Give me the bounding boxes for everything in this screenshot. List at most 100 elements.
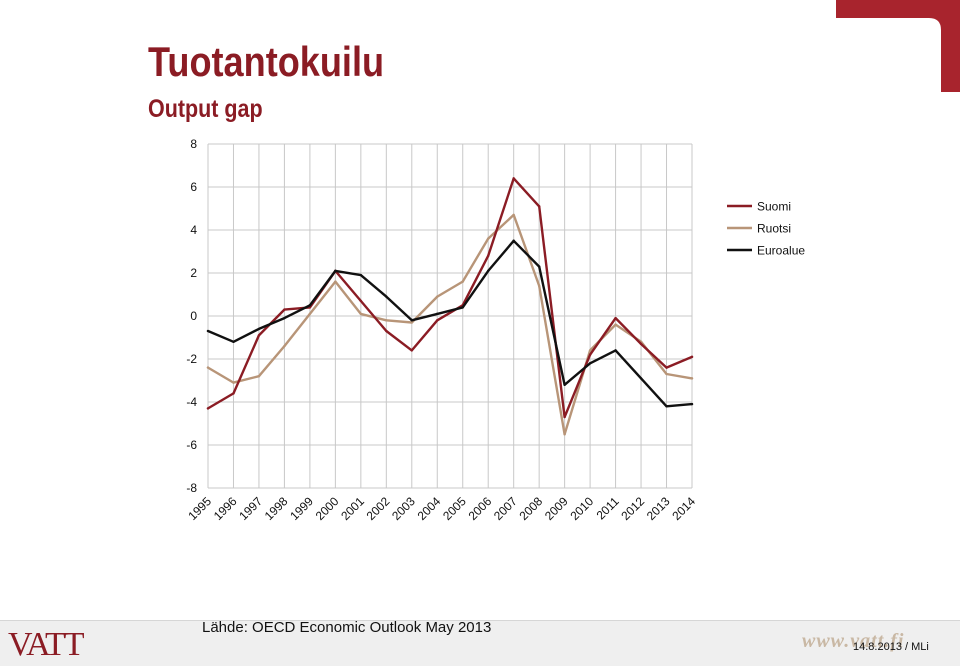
data-point-suomi — [588, 353, 592, 356]
x-tick-label: 2011 — [594, 494, 622, 522]
data-point-euroalue — [563, 383, 566, 386]
x-tick-label: 2001 — [338, 494, 367, 523]
data-point-euroalue — [665, 405, 668, 408]
y-tick-labels: 8 6 4 2 0 -2 -4 -6 -8 — [186, 137, 197, 495]
data-point-suomi — [690, 355, 694, 359]
data-point-suomi — [232, 392, 235, 395]
x-tick-label: 2009 — [542, 494, 571, 523]
y-tick-label: 4 — [190, 223, 197, 237]
data-point-euroalue — [257, 327, 261, 331]
x-tick-label: 2000 — [313, 494, 342, 523]
data-point-ruotsi — [385, 319, 388, 322]
data-point-ruotsi — [588, 349, 592, 352]
data-point-suomi — [614, 316, 617, 320]
y-tick-label: -4 — [186, 395, 197, 409]
data-point-euroalue — [639, 377, 643, 380]
series-line-suomi — [206, 177, 694, 419]
data-point-suomi — [359, 299, 363, 303]
x-tick-label: 2014 — [669, 494, 698, 523]
data-point-ruotsi — [206, 366, 210, 369]
data-point-euroalue — [690, 402, 694, 406]
data-point-euroalue — [436, 312, 439, 316]
series-line-ruotsi — [206, 213, 694, 436]
data-point-suomi — [512, 177, 515, 180]
data-point-suomi — [639, 342, 643, 346]
data-point-suomi — [206, 407, 210, 410]
x-tick-label: 2013 — [644, 494, 673, 523]
series-lines — [206, 177, 694, 436]
data-point-euroalue — [359, 273, 363, 277]
legend-label-suomi: Suomi — [757, 200, 791, 214]
corner-brand-mark — [836, 0, 960, 92]
data-point-euroalue — [461, 306, 464, 309]
data-point-ruotsi — [487, 237, 490, 240]
y-tick-label: -6 — [186, 438, 197, 452]
data-point-suomi — [385, 329, 388, 333]
data-point-ruotsi — [665, 372, 668, 376]
data-point-euroalue — [334, 269, 337, 273]
x-tick-labels: 1995199619971998199920002001200220032004… — [185, 494, 698, 523]
x-tick-label: 2006 — [466, 494, 495, 523]
x-tick-label: 2010 — [567, 494, 596, 523]
grid-layer — [207, 143, 693, 489]
y-tick-label: 6 — [190, 180, 197, 194]
website-logo: www.vatt.fi — [802, 630, 905, 652]
data-point-ruotsi — [537, 284, 541, 288]
y-tick-label: 2 — [190, 266, 197, 280]
data-point-euroalue — [385, 295, 388, 298]
data-point-euroalue — [308, 304, 312, 307]
x-tick-label: 2008 — [516, 494, 545, 523]
data-point-euroalue — [588, 362, 592, 365]
data-point-euroalue — [232, 340, 235, 343]
data-point-euroalue — [283, 316, 286, 320]
data-point-ruotsi — [690, 377, 694, 380]
data-point-ruotsi — [232, 381, 235, 384]
legend-label-euroalue: Euroalue — [757, 244, 805, 258]
series-line-euroalue — [206, 239, 694, 408]
data-point-suomi — [487, 254, 490, 257]
data-point-euroalue — [487, 269, 490, 273]
source-note: Lähde: OECD Economic Outlook May 2013 — [202, 619, 492, 636]
x-tick-label: 2012 — [618, 494, 647, 523]
y-tick-label: 8 — [190, 137, 197, 151]
data-point-ruotsi — [461, 280, 464, 283]
slide-title: Tuotantokuilu — [148, 38, 385, 85]
data-point-ruotsi — [512, 213, 515, 217]
data-point-suomi — [665, 366, 668, 369]
data-point-suomi — [257, 334, 261, 337]
x-tick-label: 1999 — [287, 494, 316, 523]
data-point-ruotsi — [436, 295, 439, 298]
y-tick-label: 0 — [190, 309, 197, 323]
y-tick-label: -8 — [186, 481, 197, 495]
data-point-suomi — [563, 415, 566, 419]
x-tick-label: 2005 — [440, 494, 469, 523]
data-point-suomi — [283, 308, 286, 311]
x-tick-label: 1995 — [185, 494, 214, 523]
vatt-logo: VATT — [8, 626, 84, 663]
date-author: 14.8.2013 / MLi — [853, 641, 929, 653]
data-point-ruotsi — [308, 312, 312, 316]
data-point-ruotsi — [283, 344, 286, 348]
data-point-ruotsi — [257, 375, 261, 378]
x-tick-label: 1996 — [211, 494, 240, 523]
legend-label-ruotsi: Ruotsi — [757, 222, 791, 236]
data-point-ruotsi — [563, 433, 566, 436]
data-point-euroalue — [614, 349, 617, 352]
data-point-ruotsi — [614, 323, 617, 326]
y-tick-label: -2 — [186, 352, 197, 366]
data-point-ruotsi — [334, 280, 337, 283]
x-tick-label: 2004 — [415, 494, 444, 523]
data-point-euroalue — [206, 329, 210, 333]
x-tick-label: 2002 — [364, 494, 393, 523]
x-tick-label: 2003 — [389, 494, 418, 523]
data-point-ruotsi — [359, 312, 363, 316]
slide-subtitle: Output gap — [148, 95, 263, 123]
data-point-euroalue — [512, 239, 515, 242]
legend: Suomi Ruotsi Euroalue — [727, 200, 805, 258]
data-point-suomi — [537, 205, 541, 208]
data-point-euroalue — [410, 319, 413, 322]
data-point-ruotsi — [410, 321, 413, 324]
x-tick-label: 2007 — [491, 494, 520, 523]
x-tick-label: 1998 — [262, 494, 291, 523]
